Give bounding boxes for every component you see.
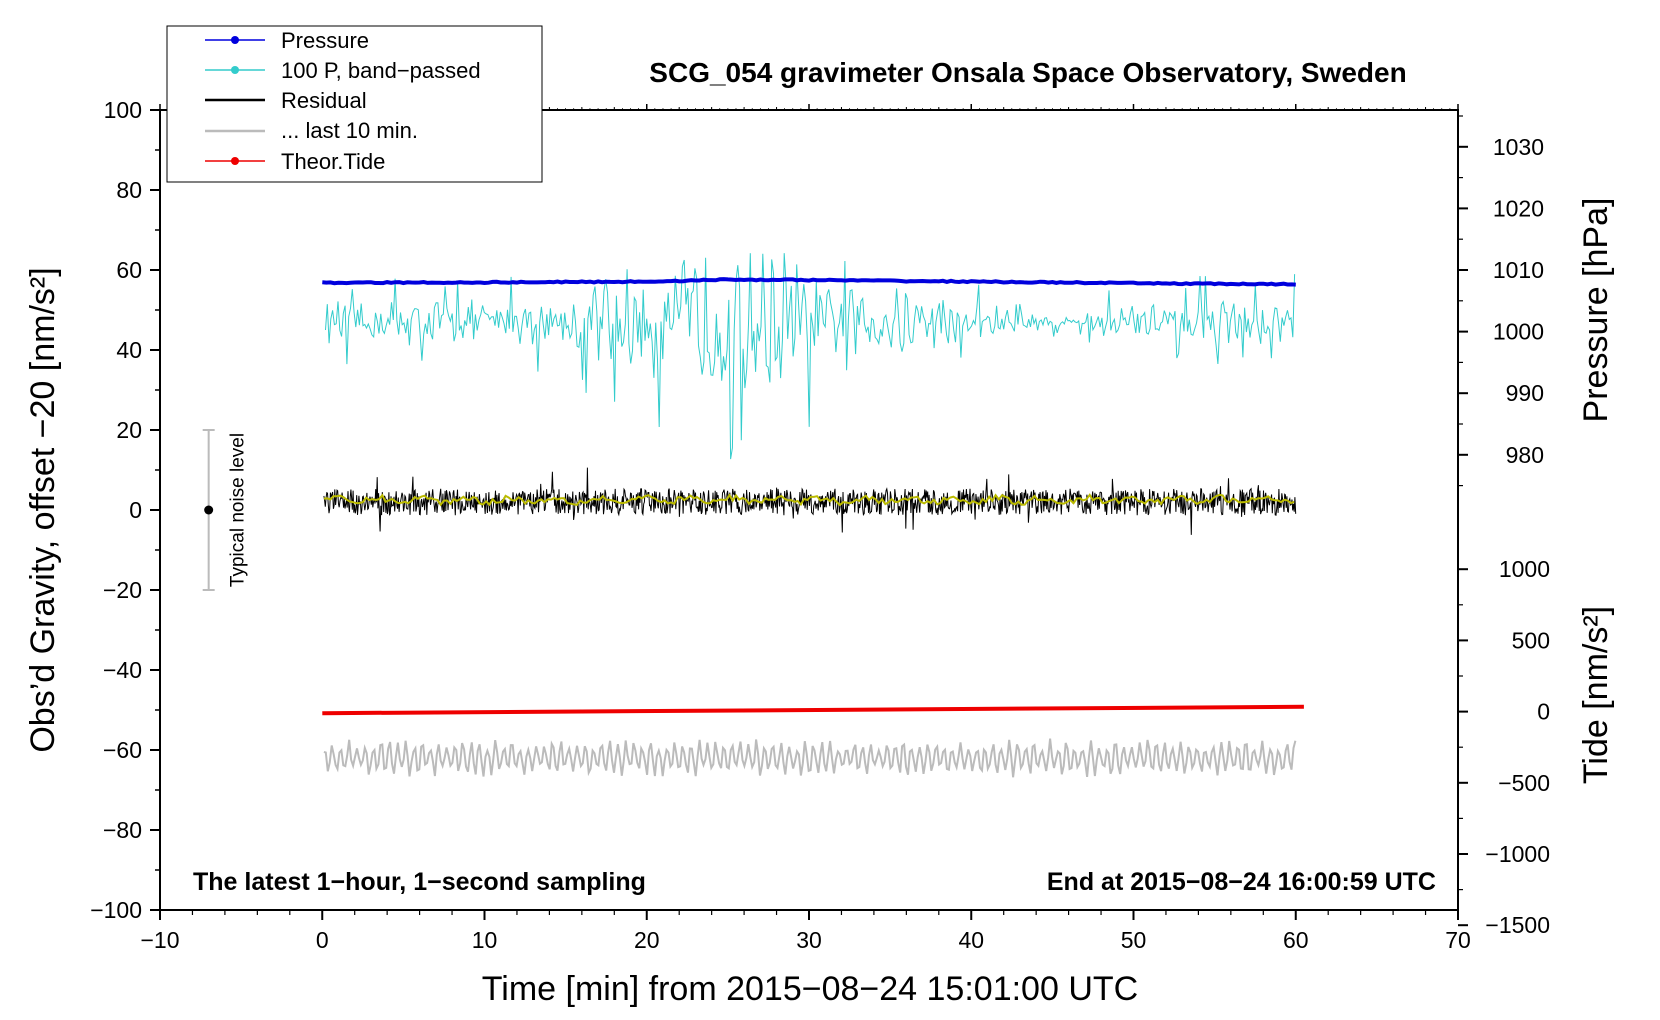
pressure-tick-label: 1010: [1493, 257, 1544, 283]
tide-series-line: [322, 704, 1304, 716]
x-tick-label: −10: [140, 927, 179, 953]
tide-axis-label: Tide [nm/s²]: [1577, 606, 1615, 784]
x-tick-label: 40: [958, 927, 984, 953]
y-tick-label: −80: [103, 817, 142, 843]
residual-smoothed-series-line: [323, 493, 1295, 507]
y-tick-label: 40: [116, 337, 142, 363]
y-axis-label: Obs’d Gravity, offset −20 [nm/s²]: [24, 267, 62, 752]
legend-label-bandpassed: 100 P, band−passed: [281, 58, 481, 83]
legend-label-tide: Theor.Tide: [281, 149, 385, 174]
tide-tick-label: −1000: [1485, 841, 1550, 867]
legend-label-residual: Residual: [281, 88, 367, 113]
last10-series-line: [323, 738, 1297, 778]
annotation-right: End at 2015−08−24 16:00:59 UTC: [1047, 868, 1436, 896]
pressure-tick-label: 1020: [1493, 195, 1544, 221]
pressure-tick-label: 990: [1506, 380, 1544, 406]
legend-label-last10: ... last 10 min.: [281, 118, 418, 143]
legend-label-pressure: Pressure: [281, 28, 369, 53]
legend: Pressure 100 P, band−passed Residual ...…: [166, 25, 543, 183]
tide-tick-label: −500: [1498, 770, 1550, 796]
y-tick-label: 0: [129, 497, 142, 523]
x-tick-label: 50: [1121, 927, 1147, 953]
tide-tick-label: 1000: [1499, 556, 1550, 582]
annotation-left: The latest 1−hour, 1−second sampling: [193, 868, 646, 896]
y-tick-label: −20: [103, 577, 142, 603]
tide-tick-label: −1500: [1485, 912, 1550, 938]
noise-bar-label: Typical noise level: [228, 433, 249, 587]
bandpassed-series-line: [325, 253, 1296, 460]
y-tick-label: −60: [103, 737, 142, 763]
x-tick-label: 60: [1283, 927, 1309, 953]
residual-series-line: [323, 467, 1297, 535]
pressure-axis-label: Pressure [hPa]: [1577, 198, 1615, 423]
x-tick-label: 70: [1445, 927, 1471, 953]
legend-marker-pressure: [231, 36, 239, 44]
x-axis-label: Time [min] from 2015−08−24 15:01:00 UTC: [482, 970, 1138, 1008]
x-tick-label: 30: [796, 927, 822, 953]
y-tick-label: 100: [104, 97, 142, 123]
series-layer: [322, 253, 1304, 778]
x-tick-label: 20: [634, 927, 660, 953]
y-tick-label: 80: [116, 177, 142, 203]
noise-bar-center-dot: [204, 505, 214, 515]
y-tick-label: 20: [116, 417, 142, 443]
pressure-tick-label: 980: [1506, 442, 1544, 468]
pressure-tick-label: 1000: [1493, 319, 1544, 345]
pressure-tick-label: 1030: [1493, 134, 1544, 160]
x-tick-label: 0: [316, 927, 329, 953]
tide-tick-label: 500: [1512, 627, 1550, 653]
chart-title: SCG_054 gravimeter Onsala Space Observat…: [649, 57, 1406, 88]
x-tick-label: 10: [472, 927, 498, 953]
legend-marker-bandpassed: [231, 66, 239, 74]
y-tick-label: −100: [90, 897, 142, 923]
legend-box: [166, 25, 543, 183]
pressure-series-line: [322, 277, 1296, 287]
noise-bar: Typical noise level: [202, 429, 249, 591]
tide-tick-label: 0: [1537, 699, 1550, 725]
y-tick-label: −40: [103, 657, 142, 683]
y-tick-label: 60: [116, 257, 142, 283]
legend-marker-tide: [231, 157, 239, 165]
